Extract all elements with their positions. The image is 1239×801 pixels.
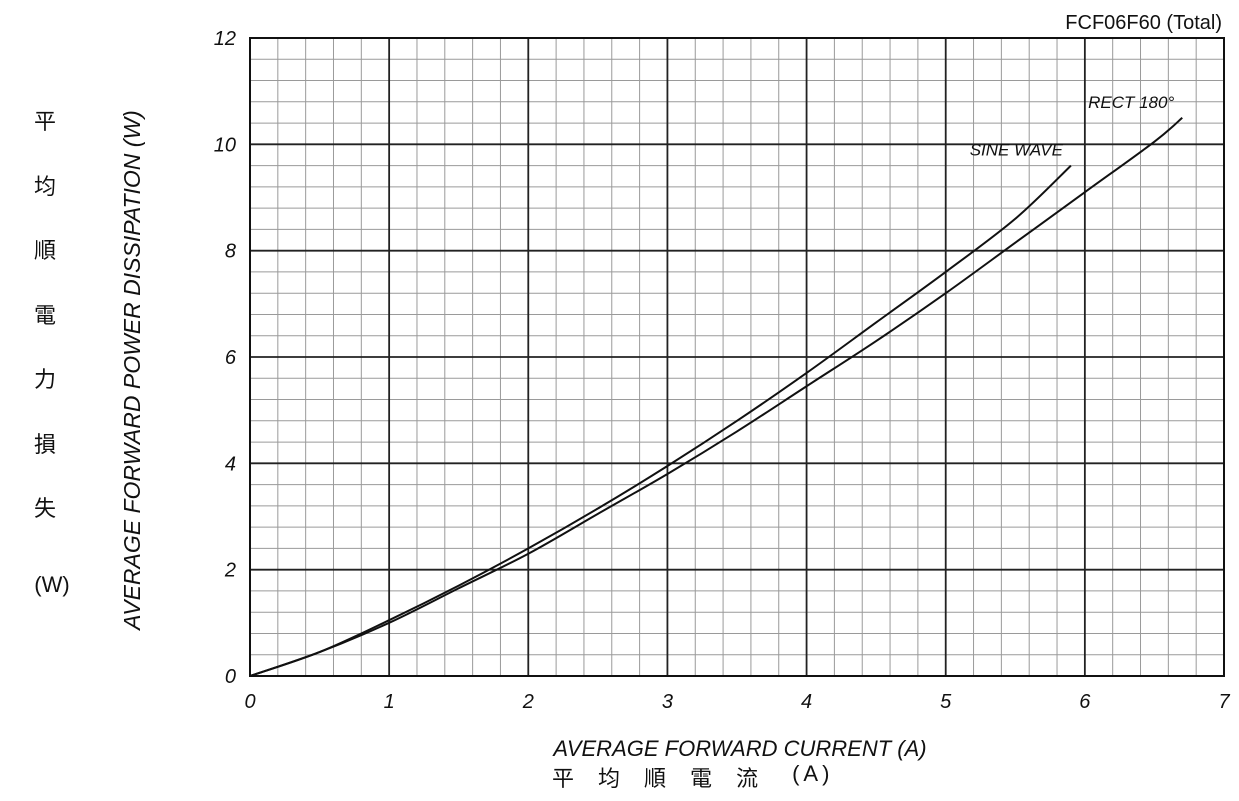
- x-tick-label: 3: [662, 691, 673, 713]
- y-axis-jp-char: 平: [33, 110, 56, 135]
- x-tick-label: 0: [244, 691, 255, 713]
- y-axis-jp-char: 電: [33, 303, 56, 329]
- y-tick-label: 4: [225, 453, 236, 475]
- y-axis-jp-unit: (W): [34, 571, 70, 597]
- y-tick-label: 0: [225, 666, 236, 688]
- y-tick-labels: 0 2 4 6 8 10 12: [214, 28, 237, 688]
- x-tick-label: 2: [522, 691, 534, 713]
- plot-frame: [249, 37, 1225, 677]
- y-axis-label: AVERAGE FORWARD POWER DISSIPATION (W): [119, 110, 145, 632]
- x-tick-label: 1: [384, 691, 395, 713]
- major-gridlines: [250, 38, 1224, 676]
- x-axis-jp-unit: (A): [792, 761, 834, 786]
- y-tick-label: 8: [225, 241, 236, 263]
- x-axis-jp-char: 流: [736, 767, 759, 792]
- y-tick-label: 10: [214, 134, 236, 156]
- y-tick-label: 2: [224, 560, 236, 582]
- y-axis-jp-char: 失: [33, 497, 56, 522]
- x-axis-jp-char: 電: [690, 767, 713, 792]
- x-tick-labels: 0 1 2 3 4 5 6 7: [244, 691, 1230, 713]
- rect-180-label: RECT 180°: [1088, 93, 1174, 112]
- series-lines: SINE WAVE RECT 180°: [249, 93, 1183, 677]
- x-axis-jp-char: 順: [644, 767, 667, 792]
- x-tick-label: 4: [801, 691, 812, 713]
- chart-subtitle: FCF06F60 (Total): [1065, 12, 1222, 34]
- x-axis-label: AVERAGE FORWARD CURRENT (A): [551, 736, 926, 761]
- y-axis-label-japanese: 平 均 順 電 力 損 失 (W): [28, 104, 70, 598]
- y-axis-jp-char: 順: [33, 239, 56, 264]
- sine-wave-line: [249, 164, 1072, 677]
- y-tick-label: 6: [225, 347, 237, 369]
- x-axis-label-japanese: 平 均 順 電 流 (A): [552, 761, 857, 793]
- y-tick-label: 12: [214, 28, 236, 50]
- rect-180-line: [249, 116, 1183, 677]
- y-axis-jp-char: 均: [33, 174, 56, 200]
- x-axis-jp-char: 均: [598, 767, 621, 792]
- y-axis-jp-char: 損: [33, 432, 56, 458]
- x-tick-label: 7: [1218, 691, 1230, 713]
- x-tick-label: 5: [940, 691, 952, 713]
- y-axis-jp-char: 力: [33, 368, 56, 393]
- x-axis-jp-char: 平: [552, 767, 575, 792]
- sine-wave-label: SINE WAVE: [970, 141, 1064, 160]
- x-tick-label: 6: [1079, 691, 1091, 713]
